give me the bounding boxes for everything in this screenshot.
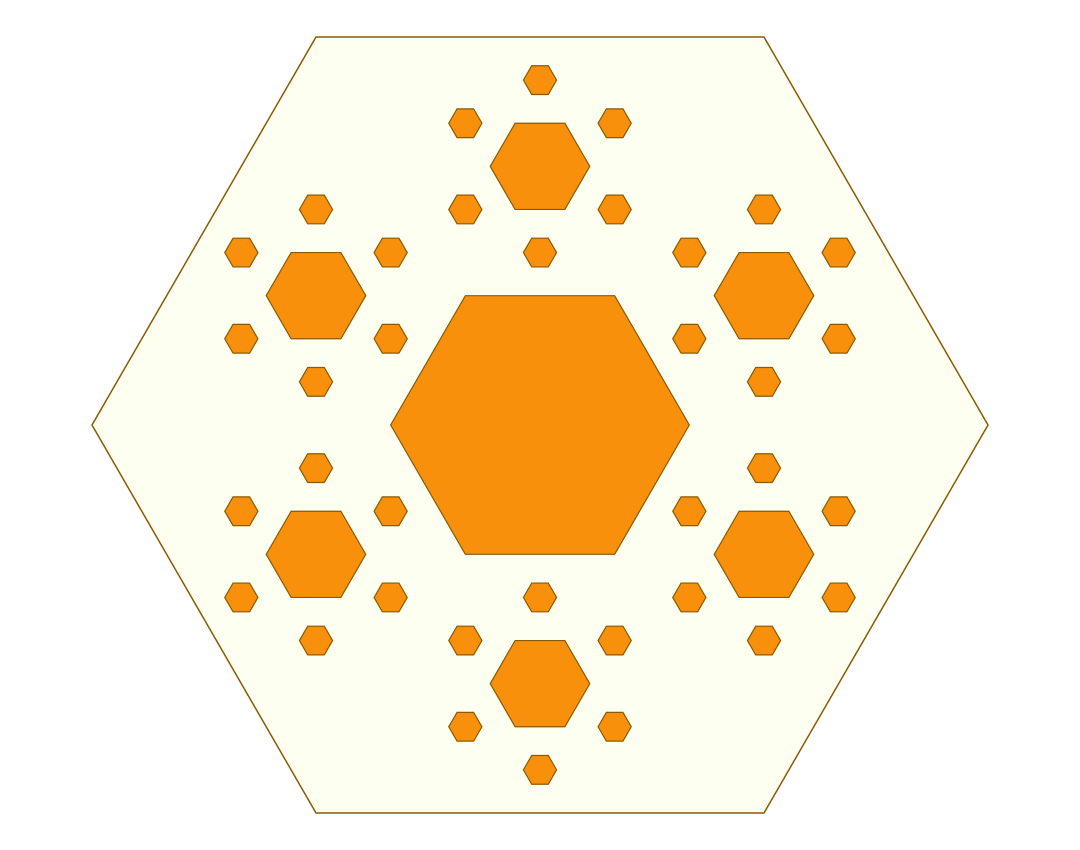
hexagon-hole-level-3 [373,582,408,613]
hexagon-hole-level-3 [597,108,632,139]
hexagon-hole-level-3 [597,194,632,225]
hexagon-hole-level-3 [821,323,856,354]
hexagon-hole-level-3 [522,754,558,785]
hexagon-hole-level-3 [373,323,408,354]
hexagon-hole-level-3 [672,323,707,354]
hexagon-hole-level-2 [713,251,815,340]
hexagon-hole-level-3 [224,237,259,268]
hexagon-hole-level-3 [448,711,483,742]
hexagon-hole-level-3 [746,194,782,225]
hexagon-hole-level-3 [522,65,558,96]
hexagon-hole-level-3 [448,194,483,225]
hexagon-hole-level-2 [489,122,591,211]
hexagon-hole-level-3 [224,496,259,527]
hexagon-hole-level-3 [672,237,707,268]
hexagon-hole-level-3 [522,237,558,268]
hexagon-hole-level-2 [489,639,591,728]
hexagon-hole-level-3 [224,323,259,354]
hexagon-hole-level-3 [821,496,856,527]
hexagon-hole-level-3 [672,496,707,527]
hexagon-hole-level-3 [448,108,483,139]
hexagon-hole-level-3 [597,625,632,656]
hexagon-hole-level-1 [389,295,691,555]
hexagon-hole-level-3 [672,582,707,613]
hexagon-hole-level-3 [821,582,856,613]
hexagon-hole-level-3 [298,194,334,225]
hexagon-hole-level-2 [265,251,367,340]
hexagon-hole-level-3 [298,366,334,397]
hexagon-hole-level-3 [821,237,856,268]
hexagon-hole-level-2 [265,510,367,599]
hexagon-hole-level-3 [298,453,334,484]
hexagon-hole-level-3 [373,496,408,527]
hexagon-hole-level-3 [522,582,558,613]
hexagon-hole-level-2 [713,510,815,599]
hexagon-hole-level-3 [448,625,483,656]
hexagon-hole-level-3 [746,625,782,656]
hexagon-hole-level-3 [597,711,632,742]
hexagon-hole-level-3 [746,453,782,484]
hexagon-holes-group [224,65,856,785]
hexagon-hole-level-3 [746,366,782,397]
hexagon-hole-level-3 [224,582,259,613]
hexagon-hole-level-3 [373,237,408,268]
hexagon-hole-level-3 [298,625,334,656]
